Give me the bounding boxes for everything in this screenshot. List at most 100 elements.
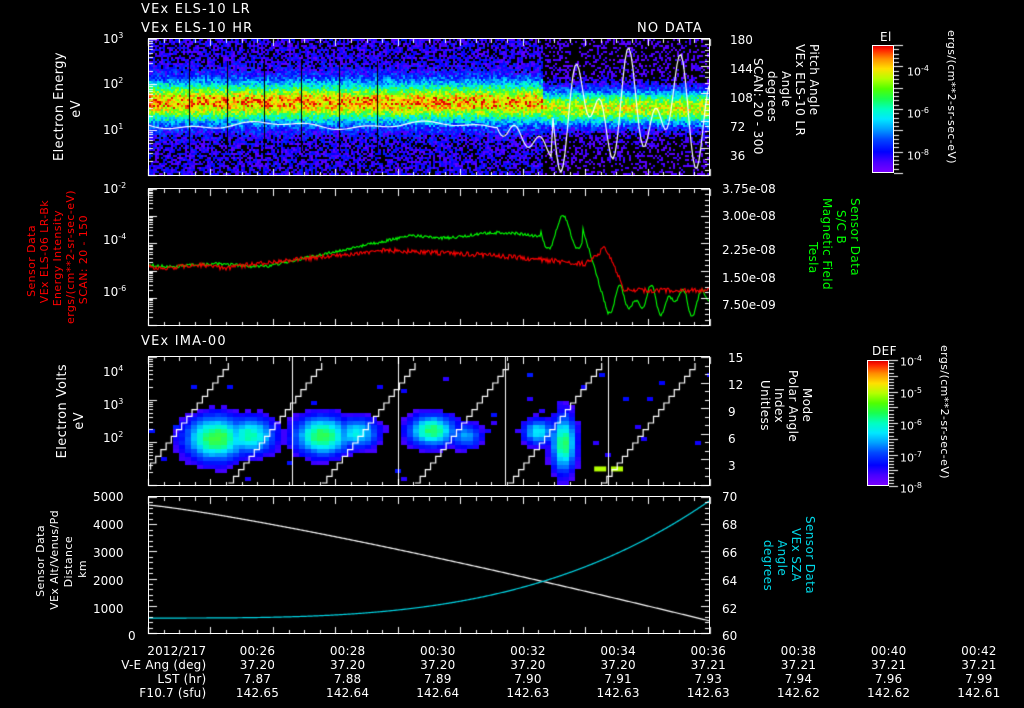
- panel4-right-tick-60: 60: [722, 629, 738, 643]
- table-cell: 142.62: [867, 686, 911, 700]
- panel1-ytick-10: 101: [103, 122, 124, 137]
- table-cell: 00:28: [329, 644, 366, 658]
- table-cell: 00:40: [870, 644, 907, 658]
- panel1-right-tick-72: 72: [730, 120, 746, 134]
- panel2-line-plot: [149, 189, 709, 325]
- panel2-left-axis-label-5: SCAN: 20 - 150: [77, 215, 90, 305]
- panel4-left-axis-label-2: VEx Alt/Venus/Pd: [48, 510, 61, 610]
- panel2-right-tick-5: 7.50e-09: [722, 298, 776, 312]
- panel1-left-axis-label-2: eV: [69, 100, 84, 118]
- table-cell: 37.20: [420, 658, 456, 672]
- panel1-ytick-100: 102: [103, 76, 124, 91]
- panel2-right-axis-label-3: Magnetic Field: [820, 198, 834, 291]
- panel1-right-axis-label-1: Pitch Angle: [807, 44, 821, 116]
- panel2-ytick-3: 10-6: [103, 284, 127, 299]
- panel4-right-axis-label-2: VEx SZA: [789, 528, 803, 582]
- table-cell: 37.21: [780, 658, 817, 672]
- panel3-right-tick-6: 6: [728, 432, 736, 446]
- panel2-ytick-2: 10-4: [103, 232, 127, 247]
- panel3-ytick-1: 104: [103, 364, 124, 379]
- panel4-right-tick-64: 64: [722, 574, 738, 588]
- panel1-spectrogram: [149, 39, 709, 175]
- panel4-left-axis-label-1: Sensor Data: [34, 525, 47, 597]
- panel1-colorbar-ticks: [894, 43, 906, 175]
- panel3-right-tick-15: 15: [728, 351, 744, 365]
- panel3-ytick-3: 102: [103, 430, 124, 445]
- table-row-label: LST (hr): [157, 672, 207, 686]
- panel2-right-tick-4: 1.50e-08: [722, 271, 776, 285]
- panel1-colorbar-name: El: [880, 30, 892, 44]
- panel2-right-axis-label-2: S/C B: [834, 210, 848, 245]
- table-cell: 7.89: [424, 672, 452, 686]
- table-cell: 37.20: [329, 658, 366, 672]
- panel4-right-axis-label-4: degrees: [761, 540, 775, 592]
- bottom-parameter-table: 2012/217 00:26 00:28 00:30 00:32 00:34 00:36 00…: [0, 644, 1024, 700]
- table-cell: 142.65: [235, 686, 280, 700]
- panel4-line-plot: [149, 497, 709, 633]
- bottom-table-body: 2012/217 00:26 00:28 00:30 00:32 00:34 00:36 00…: [0, 644, 1024, 700]
- panel1-right-axis-label-4: degrees: [765, 71, 779, 123]
- table-row-label: F10.7 (sfu): [139, 686, 207, 700]
- panel3-spectrogram: [149, 357, 709, 485]
- panel4-right-tick-70: 70: [722, 490, 738, 504]
- panel3-right-tick-12: 12: [728, 378, 744, 392]
- table-cell: 37.21: [961, 658, 997, 672]
- panel1-colorbar-tick-1: 10-4: [907, 64, 929, 79]
- table-cell: 142.64: [416, 686, 460, 700]
- panel4-ytick-4000: 4000: [93, 518, 124, 532]
- panel2-left-axis-label-2: VEx ELS-06 LR-Bk: [38, 200, 51, 304]
- panel3-colorbar: [867, 360, 889, 486]
- table-cell: 00:42: [961, 644, 997, 658]
- panel1-colorbar-unit: ergs/(cm**2-sr-sec-eV): [945, 30, 958, 164]
- panel1-right-tick-36: 36: [730, 149, 746, 163]
- panel2-right-tick-2: 3.00e-08: [722, 209, 776, 223]
- panel3-colorbar-tick-5: 10-8: [900, 481, 922, 496]
- table-cell: 7.99: [965, 672, 993, 686]
- panel4-ytick-2000: 2000: [93, 574, 124, 588]
- table-row: LST (hr) 7.87 7.88 7.89 7.90 7.91 7.93 7.94 7.96…: [0, 672, 1024, 686]
- panel1-title-hr: VEx ELS-10 HR: [141, 21, 254, 36]
- panel3-right-axis-label-1: Mode: [800, 388, 814, 423]
- panel3-colorbar-tick-3: 10-6: [900, 418, 922, 433]
- panel3-right-tick-9: 9: [728, 405, 736, 419]
- table-cell: 142.63: [596, 686, 640, 700]
- panel3-colorbar-tick-2: 10-5: [900, 386, 922, 401]
- table-row: 2012/217 00:26 00:28 00:30 00:32 00:34 00:36 00…: [0, 644, 1024, 658]
- panel1-right-axis-label-2: VEx ELS-10 LR: [793, 44, 807, 137]
- panel1-right-tick-108: 108: [730, 91, 753, 105]
- panel1-colorbar: [872, 45, 894, 173]
- panel3-colorbar-name: DEF: [872, 344, 897, 358]
- panel4-left-axis-label-4: km: [76, 560, 89, 578]
- panel2-right-axis-label-4: Tesla: [806, 242, 820, 274]
- panel1-right-tick-180: 180: [730, 33, 753, 47]
- table-cell: 00:32: [510, 644, 546, 658]
- panel1-right-tick-144: 144: [730, 62, 753, 76]
- panel4-right-tick-66: 66: [722, 546, 738, 560]
- table-cell: 00:30: [419, 644, 456, 658]
- table-cell: 7.94: [784, 672, 813, 686]
- table-cell: 7.91: [604, 672, 632, 686]
- panel3-right-axis-label-3: Index: [772, 388, 786, 424]
- panel4-ytick-0: 0: [128, 629, 136, 643]
- panel3-title: VEx IMA-00: [141, 334, 227, 349]
- table-cell: 7.96: [874, 672, 903, 686]
- panel1-left-axis-label-1: Electron Energy: [52, 52, 67, 161]
- panel2-ytick-1: 10-2: [103, 181, 127, 196]
- panel3-right-tick-3: 3: [728, 459, 736, 473]
- panel1-right-axis-label-3: Angle: [779, 71, 793, 108]
- panel3-colorbar-tick-1: 10-4: [900, 354, 922, 369]
- panel4-ytick-1000: 1000: [93, 602, 124, 616]
- panel2-left-axis-label-4: ergs/(cm**2-sr-sec-eV): [64, 190, 77, 324]
- table-cell: 37.20: [510, 658, 546, 672]
- panel3-left-axis-label-1: Electron Volts: [55, 364, 70, 459]
- panel2-right-tick-1: 3.75e-08: [722, 182, 776, 196]
- panel1-nodata-flag: NO DATA: [637, 21, 703, 36]
- table-cell: 37.21: [870, 658, 907, 672]
- panel1-ytick-1000: 103: [103, 31, 124, 46]
- panel1-colorbar-tick-2: 10-6: [907, 106, 929, 121]
- table-cell: 142.64: [326, 686, 370, 700]
- panel4-ytick-3000: 3000: [93, 546, 124, 560]
- panel2-right-axis-label-1: Sensor Data: [848, 198, 862, 276]
- table-cell: 00:38: [780, 644, 817, 658]
- table-row: V-E Ang (deg) 37.20 37.20 37.20 37.20 37.20 37…: [0, 658, 1024, 672]
